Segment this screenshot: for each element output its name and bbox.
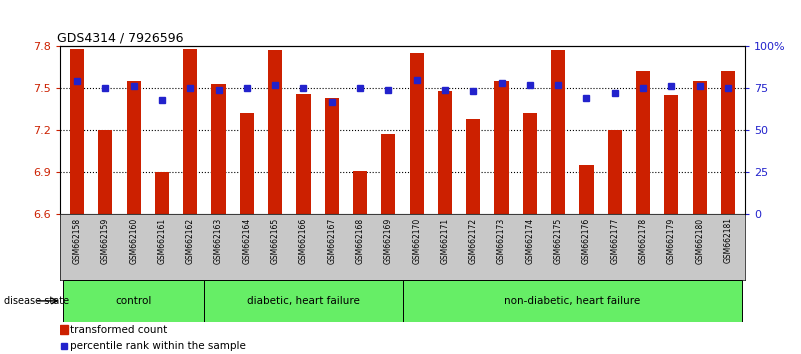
Bar — [608, 130, 622, 214]
Bar — [402, 280, 742, 322]
Bar — [664, 95, 678, 214]
Text: GSM662159: GSM662159 — [101, 217, 110, 264]
Text: GSM662165: GSM662165 — [271, 217, 280, 264]
Bar — [438, 91, 452, 214]
Bar — [239, 113, 254, 214]
Bar — [211, 84, 226, 214]
Text: GSM662174: GSM662174 — [525, 217, 534, 264]
Bar — [296, 94, 311, 214]
Text: GSM662176: GSM662176 — [582, 217, 591, 264]
Bar — [99, 130, 112, 214]
Text: GSM662172: GSM662172 — [469, 217, 477, 264]
Bar — [466, 119, 481, 214]
Text: GSM662181: GSM662181 — [723, 217, 732, 263]
Bar — [551, 50, 566, 214]
Text: GSM662178: GSM662178 — [638, 217, 647, 264]
Bar — [324, 98, 339, 214]
Text: GSM662158: GSM662158 — [73, 217, 82, 264]
Bar — [127, 81, 141, 214]
Text: GSM662179: GSM662179 — [667, 217, 676, 264]
Text: GSM662171: GSM662171 — [441, 217, 449, 264]
Bar — [204, 280, 402, 322]
Bar — [721, 71, 735, 214]
Text: GSM662161: GSM662161 — [158, 217, 167, 264]
Bar — [60, 325, 68, 334]
Bar — [409, 53, 424, 214]
Text: GSM662169: GSM662169 — [384, 217, 392, 264]
Text: GDS4314 / 7926596: GDS4314 / 7926596 — [57, 32, 183, 45]
Bar — [183, 49, 197, 214]
Bar — [381, 134, 396, 214]
Text: disease state: disease state — [4, 296, 69, 306]
Text: control: control — [115, 296, 152, 306]
Text: GSM662163: GSM662163 — [214, 217, 223, 264]
Bar — [693, 81, 706, 214]
Text: GSM662162: GSM662162 — [186, 217, 195, 264]
Text: percentile rank within the sample: percentile rank within the sample — [70, 341, 246, 350]
Text: GSM662170: GSM662170 — [413, 217, 421, 264]
Text: GSM662164: GSM662164 — [243, 217, 252, 264]
Bar — [579, 165, 594, 214]
Text: GSM662160: GSM662160 — [129, 217, 138, 264]
Text: GSM662180: GSM662180 — [695, 217, 704, 264]
Bar — [523, 113, 537, 214]
Text: GSM662177: GSM662177 — [610, 217, 619, 264]
Bar — [353, 171, 367, 214]
Bar — [636, 71, 650, 214]
Text: GSM662167: GSM662167 — [328, 217, 336, 264]
Bar — [155, 172, 169, 214]
Bar — [63, 280, 204, 322]
Bar — [268, 50, 282, 214]
Text: GSM662173: GSM662173 — [497, 217, 506, 264]
Text: GSM662168: GSM662168 — [356, 217, 364, 264]
Bar — [494, 81, 509, 214]
Text: transformed count: transformed count — [70, 325, 167, 335]
Text: non-diabetic, heart failure: non-diabetic, heart failure — [504, 296, 641, 306]
Text: diabetic, heart failure: diabetic, heart failure — [247, 296, 360, 306]
Bar — [70, 49, 84, 214]
Text: GSM662166: GSM662166 — [299, 217, 308, 264]
Text: GSM662175: GSM662175 — [553, 217, 562, 264]
